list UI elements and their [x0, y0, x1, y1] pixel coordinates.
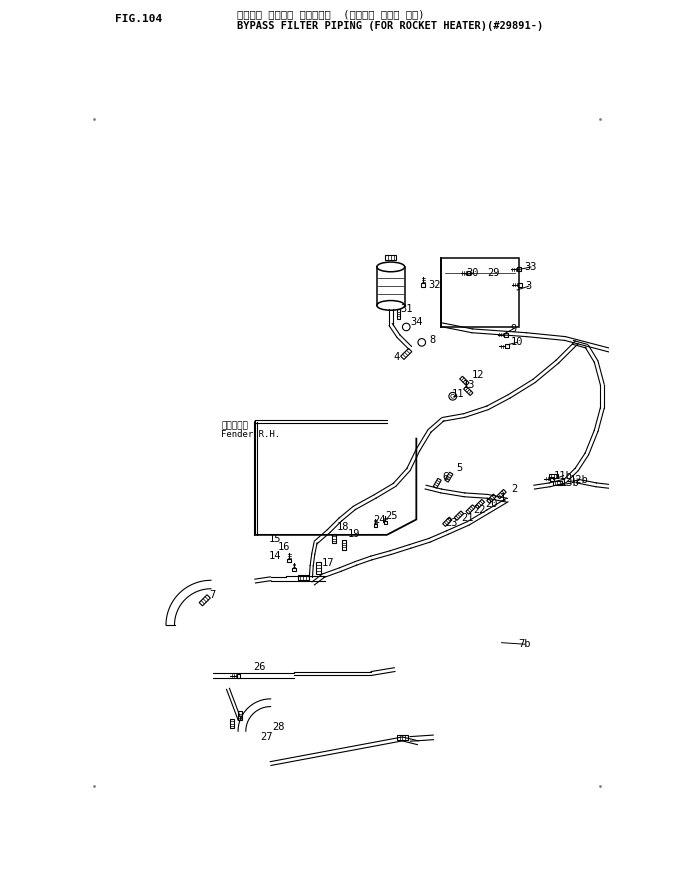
Text: 4: 4 [394, 352, 400, 362]
Text: フェンダ右: フェンダ右 [221, 421, 248, 430]
Text: 29: 29 [487, 268, 500, 278]
Text: 9: 9 [511, 323, 517, 333]
Text: 13b: 13b [561, 478, 580, 488]
Text: 31: 31 [400, 305, 412, 314]
Text: 22: 22 [474, 505, 486, 515]
Text: Fender R.H.: Fender R.H. [221, 430, 280, 439]
Text: 27: 27 [261, 732, 273, 743]
Text: FIG.104: FIG.104 [115, 14, 162, 24]
Text: BYPASS FILTER PIPING (FOR ROCKET HEATER)(#29891-): BYPASS FILTER PIPING (FOR ROCKET HEATER)… [237, 21, 543, 30]
Text: 3: 3 [525, 281, 532, 291]
Text: 6: 6 [443, 472, 449, 482]
Text: 28: 28 [272, 721, 284, 732]
Text: 30: 30 [466, 268, 479, 278]
Text: 19: 19 [348, 530, 361, 539]
Text: 26: 26 [253, 662, 265, 672]
Text: 16: 16 [278, 542, 290, 552]
Text: 24: 24 [373, 515, 385, 525]
Text: 1: 1 [500, 493, 506, 503]
Text: 20: 20 [485, 499, 498, 509]
Text: 12b: 12b [570, 475, 588, 486]
Text: 23: 23 [445, 518, 458, 529]
Text: 25: 25 [385, 511, 398, 521]
Text: 32: 32 [428, 280, 441, 289]
Text: 11: 11 [452, 389, 464, 399]
Text: 7: 7 [209, 590, 216, 600]
Text: 12: 12 [472, 370, 485, 380]
Text: 33: 33 [525, 262, 538, 271]
Text: 14: 14 [268, 551, 281, 561]
Text: 10: 10 [511, 338, 523, 348]
Text: 7b: 7b [519, 639, 531, 650]
Text: 13: 13 [463, 380, 475, 390]
Text: 21: 21 [461, 513, 474, 523]
Text: 5: 5 [456, 463, 463, 473]
Text: 11b: 11b [554, 470, 573, 480]
Text: 34: 34 [410, 316, 422, 326]
Text: バイパス フィルタ バイピング  (ロケット ヒータ ヨウ): バイパス フィルタ バイピング (ロケット ヒータ ヨウ) [237, 9, 424, 19]
Text: 15: 15 [269, 534, 282, 544]
Text: 18: 18 [336, 522, 349, 532]
Text: 17: 17 [322, 558, 334, 568]
Text: 2: 2 [512, 484, 518, 494]
Ellipse shape [377, 300, 405, 310]
Text: 8: 8 [429, 335, 436, 345]
